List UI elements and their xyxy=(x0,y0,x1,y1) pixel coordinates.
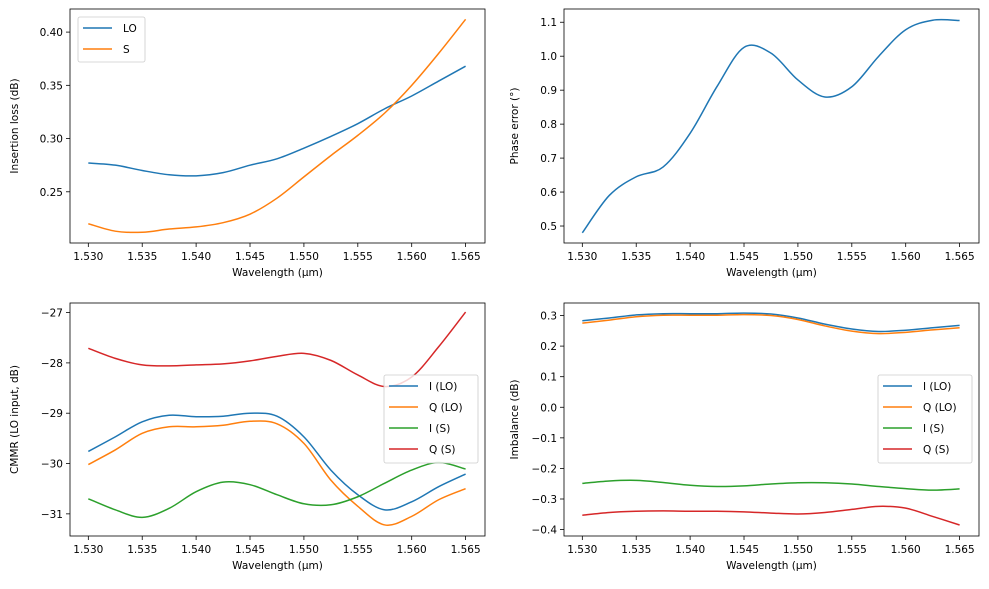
subplot-2: 1.530 1.535 1.540 1.545 1.550 1.555 1.560 1.565… xyxy=(509,8,980,279)
y-tick-label: 1.0 xyxy=(540,51,557,63)
x-tick-label: 1.530 xyxy=(567,544,597,556)
y-tick-label: 0.40 xyxy=(40,27,63,39)
x-tick-label: 1.550 xyxy=(783,251,813,263)
y-tick-label: 0.7 xyxy=(540,153,557,165)
x-tick-label: 1.555 xyxy=(837,251,867,263)
legend: LO S xyxy=(77,16,146,63)
x-tick-label: 1.545 xyxy=(729,544,759,556)
y-axis-label: Imbalance (dB) xyxy=(509,379,521,459)
legend-label: I (LO) xyxy=(429,381,457,393)
legend-label: S xyxy=(123,44,130,56)
legend-label: Q (LO) xyxy=(429,402,463,414)
y-tick-label: −30 xyxy=(41,459,63,471)
x-tick-label: 1.540 xyxy=(181,251,211,263)
x-tick-label: 1.530 xyxy=(567,251,597,263)
x-tick-label: 1.540 xyxy=(675,544,705,556)
y-tick-label: 0.5 xyxy=(540,221,557,233)
x-tick-label: 1.565 xyxy=(945,251,975,263)
y-tick-label: 0.6 xyxy=(540,187,557,199)
legend-label: I (S) xyxy=(923,423,944,435)
x-axis-label: Wavelength (µm) xyxy=(232,560,323,572)
series-line-i-s xyxy=(88,461,466,519)
x-tick-label: 1.545 xyxy=(235,544,265,556)
y-tick-label: −0.3 xyxy=(532,494,558,506)
y-tick-label: −27 xyxy=(41,308,63,320)
series-line-q-lo xyxy=(87,420,466,526)
legend-label: Q (S) xyxy=(923,444,949,456)
x-tick-label: 1.565 xyxy=(945,544,975,556)
axes-frame xyxy=(69,302,486,537)
y-tick-label: 1.1 xyxy=(540,17,557,29)
series-line-q-lo xyxy=(582,313,960,335)
legend-label: LO xyxy=(123,23,137,35)
y-tick-label: −31 xyxy=(41,509,63,521)
y-tick-label: −28 xyxy=(41,358,63,370)
y-tick-label: 0.8 xyxy=(540,119,557,131)
legend-box xyxy=(877,374,973,464)
legend-label: I (S) xyxy=(429,423,450,435)
x-tick-label: 1.560 xyxy=(397,251,427,263)
x-tick-label: 1.555 xyxy=(837,544,867,556)
x-tick-label: 1.555 xyxy=(343,251,373,263)
axes-frame xyxy=(69,8,486,244)
legend: I (LO) Q (LO) I (S) Q (S) xyxy=(877,374,973,464)
series-line-i-s xyxy=(582,479,960,491)
legend-box xyxy=(383,374,479,464)
x-tick-label: 1.550 xyxy=(289,544,319,556)
y-tick-label: 0.35 xyxy=(40,80,63,92)
y-tick-label: 0.9 xyxy=(540,85,557,97)
x-tick-label: 1.530 xyxy=(73,251,103,263)
y-tick-label: 0.0 xyxy=(540,402,557,414)
y-axis-label: Phase error (°) xyxy=(509,88,521,165)
x-tick-label: 1.545 xyxy=(235,251,265,263)
x-axis-label: Wavelength (µm) xyxy=(726,560,817,572)
series-line-phase-error xyxy=(581,18,960,234)
series-line-i-lo xyxy=(87,412,466,511)
y-axis-label: CMMR (LO input, dB) xyxy=(9,365,21,474)
x-tick-label: 1.560 xyxy=(397,544,427,556)
x-tick-label: 1.560 xyxy=(891,251,921,263)
legend-label: Q (S) xyxy=(429,444,455,456)
axes-frame xyxy=(563,302,980,537)
x-tick-label: 1.540 xyxy=(675,251,705,263)
x-tick-label: 1.535 xyxy=(127,544,157,556)
x-tick-label: 1.550 xyxy=(289,251,319,263)
legend: I (LO) Q (LO) I (S) Q (S) xyxy=(383,374,479,464)
y-tick-label: 0.1 xyxy=(540,372,557,384)
x-axis-label: Wavelength (µm) xyxy=(232,267,323,279)
x-tick-label: 1.535 xyxy=(127,251,157,263)
y-tick-label: −0.1 xyxy=(532,433,558,445)
x-tick-label: 1.535 xyxy=(621,251,651,263)
x-tick-label: 1.550 xyxy=(783,544,813,556)
x-tick-label: 1.560 xyxy=(891,544,921,556)
legend-label: Q (LO) xyxy=(923,402,957,414)
x-tick-label: 1.555 xyxy=(343,544,373,556)
x-tick-label: 1.545 xyxy=(729,251,759,263)
series-line-s xyxy=(88,18,467,234)
legend-label: I (LO) xyxy=(923,381,951,393)
y-tick-label: 0.3 xyxy=(540,311,557,323)
y-tick-label: −0.4 xyxy=(532,525,558,537)
y-tick-label: −0.2 xyxy=(532,463,558,475)
series-line-lo xyxy=(88,65,466,177)
x-tick-label: 1.565 xyxy=(451,544,481,556)
x-tick-label: 1.530 xyxy=(73,544,103,556)
x-axis-label: Wavelength (µm) xyxy=(726,267,817,279)
y-tick-label: 0.30 xyxy=(40,134,63,146)
x-tick-label: 1.535 xyxy=(621,544,651,556)
subplot-1: 1.530 1.535 1.540 1.545 1.550 1.555 1.560 1.565… xyxy=(9,8,486,279)
subplot-4: 1.530 1.535 1.540 1.545 1.550 1.555 1.560 1.565… xyxy=(509,302,980,572)
x-tick-label: 1.540 xyxy=(181,544,211,556)
axes-frame xyxy=(563,8,980,244)
y-tick-label: 0.25 xyxy=(40,187,63,199)
y-tick-label: −29 xyxy=(41,408,63,420)
x-tick-label: 1.565 xyxy=(451,251,481,263)
series-line-q-s xyxy=(582,505,960,526)
y-axis-label: Insertion loss (dB) xyxy=(9,78,21,173)
y-tick-label: 0.2 xyxy=(540,341,557,353)
subplot-3: 1.530 1.535 1.540 1.545 1.550 1.555 1.560 1.565… xyxy=(9,302,486,572)
series-line-i-lo xyxy=(582,312,960,333)
